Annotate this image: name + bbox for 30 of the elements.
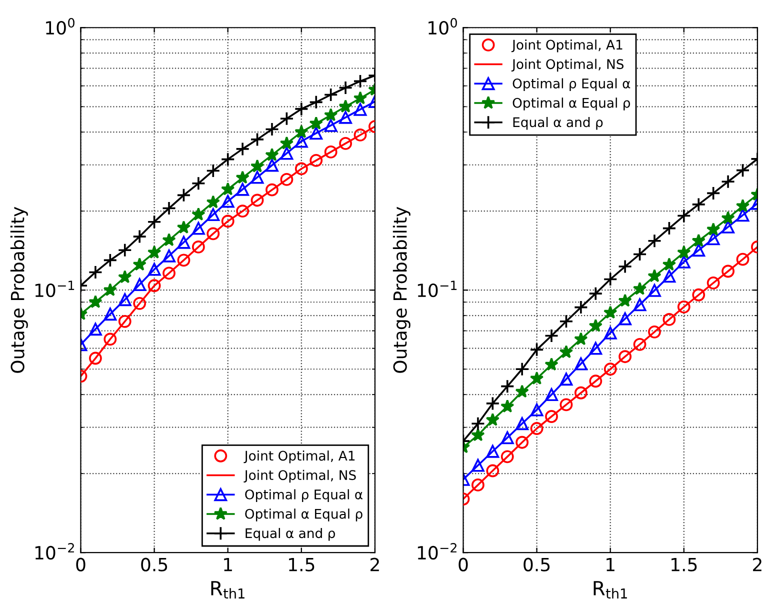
- x-tick-label: 1: [606, 558, 614, 572]
- legend-label: Joint Optimal, NS: [511, 58, 624, 72]
- legend-label: Joint Optimal, NS: [244, 470, 356, 483]
- y-axis-title: Outage Probability: [10, 206, 28, 373]
- x-axis-title: R$_{th1}$: [594, 581, 627, 598]
- y-tick-label: 10$^{−2}$: [418, 543, 456, 560]
- x-tick-label: 2: [370, 558, 379, 572]
- y-axis-title: Outage Probability: [392, 206, 410, 373]
- x-tick-label: 1.5: [289, 558, 314, 572]
- x-axis-title: R$_{th1}$: [211, 581, 244, 598]
- legend-label: Optimal α Equal ρ: [245, 508, 362, 522]
- legend-label: Joint Optimal, A1: [244, 450, 355, 464]
- x-tick-label: 1.5: [672, 558, 697, 572]
- x-tick-label: 0.5: [524, 558, 550, 572]
- y-tick-label: 10$^{−1}$: [35, 280, 74, 298]
- y-tick-label: 10$^{0}$: [428, 18, 457, 35]
- legend-label: Optimal ρ Equal α: [245, 489, 362, 502]
- legend-label: Joint Optimal, A1: [511, 40, 622, 52]
- y-tick-label: 10$^{−1}$: [418, 280, 457, 298]
- y-tick-label: 10$^{−2}$: [35, 543, 74, 560]
- y-tick-label: 10$^{0}$: [46, 18, 74, 35]
- legend-label: Equal α and ρ: [513, 116, 603, 130]
- legend-label: Equal α and ρ: [246, 528, 335, 541]
- legend-label: Optimal ρ Equal α: [512, 78, 630, 92]
- x-tick-label: 2: [753, 558, 762, 572]
- legend-label: Optimal α Equal ρ: [512, 98, 630, 110]
- x-tick-label: 1: [224, 558, 232, 572]
- x-tick-label: 0.5: [141, 558, 168, 572]
- x-tick-label: 0: [458, 558, 468, 572]
- x-tick-label: 0: [76, 558, 86, 572]
